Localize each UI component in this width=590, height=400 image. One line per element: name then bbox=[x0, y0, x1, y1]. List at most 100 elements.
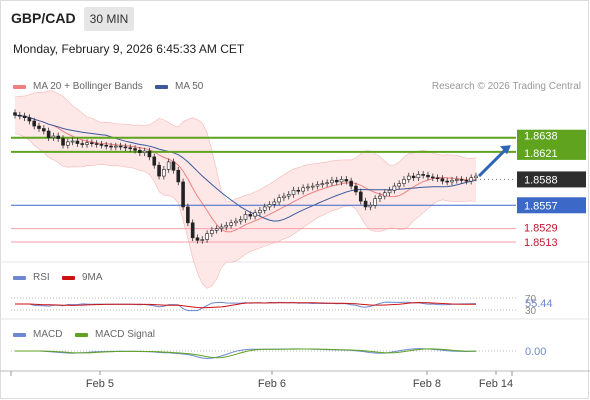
legend-ma20-label: MA 20 + Bollinger Bands bbox=[33, 81, 143, 92]
candle-body bbox=[454, 179, 459, 181]
candle-body bbox=[382, 192, 387, 197]
legend-rsi-label: RSI bbox=[33, 272, 50, 283]
price-level-label: 1.8529 bbox=[524, 223, 558, 235]
candle-body bbox=[426, 174, 430, 178]
level-tag bbox=[517, 129, 586, 146]
candle-body bbox=[32, 120, 37, 127]
candle-body bbox=[430, 176, 435, 179]
candle-body bbox=[118, 145, 123, 148]
candle-body bbox=[61, 138, 65, 146]
candle-body bbox=[157, 164, 161, 177]
forecast-arrow-icon bbox=[477, 148, 508, 178]
macd-signal-swatch-icon bbox=[75, 332, 88, 337]
legend-rsi-ma: 9MA bbox=[62, 272, 103, 283]
candle-body bbox=[166, 161, 171, 170]
candle-body bbox=[56, 135, 61, 139]
candle-body bbox=[306, 186, 310, 189]
candle-body bbox=[392, 185, 397, 191]
candle-body bbox=[85, 142, 89, 145]
candle-body bbox=[162, 169, 166, 177]
credit-text: Research © 2026 Trading Central bbox=[431, 81, 581, 92]
candle-body bbox=[464, 179, 469, 182]
candle-body bbox=[315, 184, 320, 187]
candle-body bbox=[75, 140, 80, 144]
price-level-label: 1.8638 bbox=[524, 131, 558, 143]
candle-body bbox=[114, 145, 118, 148]
timeframe-button[interactable]: 30 MIN bbox=[84, 7, 134, 31]
rsi-swatch-icon bbox=[13, 275, 26, 280]
candle-body bbox=[18, 114, 22, 117]
candle-body bbox=[248, 214, 253, 217]
candle-body bbox=[13, 112, 17, 116]
candle-body bbox=[296, 189, 301, 192]
candle-body bbox=[229, 222, 233, 226]
x-tick-label: Feb 6 bbox=[258, 378, 286, 390]
candle-body bbox=[334, 179, 339, 183]
rsi-level-label: 30 bbox=[525, 306, 537, 317]
rsi-ma-line bbox=[15, 301, 476, 309]
candle-body bbox=[378, 195, 382, 199]
bollinger-band-fill bbox=[15, 90, 476, 289]
candle-body bbox=[123, 146, 128, 149]
rsi-value-label: 55.44 bbox=[525, 298, 553, 310]
candle-body bbox=[210, 230, 214, 234]
candle-body bbox=[416, 174, 421, 179]
candle-body bbox=[282, 195, 286, 199]
candle-body bbox=[349, 180, 353, 187]
rsi-level-label: 70 bbox=[525, 294, 537, 305]
legend-ma50-label: MA 50 bbox=[175, 81, 204, 92]
candle-body bbox=[80, 143, 85, 145]
candle-body bbox=[363, 200, 368, 208]
level-tag bbox=[517, 143, 586, 160]
candle-body bbox=[450, 179, 454, 183]
candle-body bbox=[339, 179, 344, 183]
ma20-swatch-icon bbox=[13, 84, 26, 89]
x-tick-label: Feb 8 bbox=[413, 378, 441, 390]
candle-body bbox=[27, 117, 32, 122]
macd-line bbox=[15, 348, 477, 360]
legend-rsi-ma-label: 9MA bbox=[82, 272, 103, 283]
candle-body bbox=[406, 175, 411, 180]
candle-body bbox=[142, 150, 147, 154]
candle-body bbox=[243, 214, 248, 220]
x-tick-label: Feb 5 bbox=[86, 378, 114, 390]
candle-body bbox=[51, 135, 56, 139]
candle-body bbox=[147, 150, 152, 158]
candle-body bbox=[238, 219, 243, 222]
candle-body bbox=[90, 142, 94, 145]
legend-macd: MACD bbox=[13, 329, 62, 340]
candle-body bbox=[133, 148, 137, 151]
candle-body bbox=[320, 183, 325, 185]
candle-body bbox=[214, 228, 219, 231]
legend-macd-signal: MACD Signal bbox=[75, 329, 155, 340]
candle-body bbox=[397, 183, 401, 187]
candle-body bbox=[258, 209, 262, 214]
candle-body bbox=[70, 140, 75, 143]
candle-body bbox=[262, 206, 267, 211]
candle-body bbox=[46, 130, 51, 139]
legend-rsi: RSI bbox=[13, 272, 50, 283]
bollinger-lower bbox=[14, 133, 477, 289]
candle-body bbox=[411, 175, 416, 179]
candle-body bbox=[219, 226, 224, 229]
price-level-label: 1.8588 bbox=[524, 174, 558, 186]
candle-body bbox=[128, 147, 133, 150]
ma50-swatch-icon bbox=[155, 84, 168, 89]
legend-ma50: MA 50 bbox=[155, 81, 203, 92]
price-level-label: 1.8557 bbox=[524, 200, 558, 212]
candle-body bbox=[171, 161, 176, 171]
candle-body bbox=[354, 185, 358, 193]
candle-body bbox=[42, 128, 46, 132]
legend-ma20-bb: MA 20 + Bollinger Bands bbox=[13, 81, 143, 92]
forecast-arrowhead-icon bbox=[500, 145, 511, 155]
candle-body bbox=[94, 143, 99, 145]
x-tick-label: Feb 14 bbox=[479, 378, 513, 390]
rsi-ma-swatch-icon bbox=[62, 275, 75, 280]
candle-body bbox=[66, 141, 70, 146]
candle-body bbox=[186, 206, 190, 224]
candle-body bbox=[99, 144, 104, 146]
candle-body bbox=[301, 187, 305, 192]
price-level-label: 1.8621 bbox=[524, 148, 558, 160]
